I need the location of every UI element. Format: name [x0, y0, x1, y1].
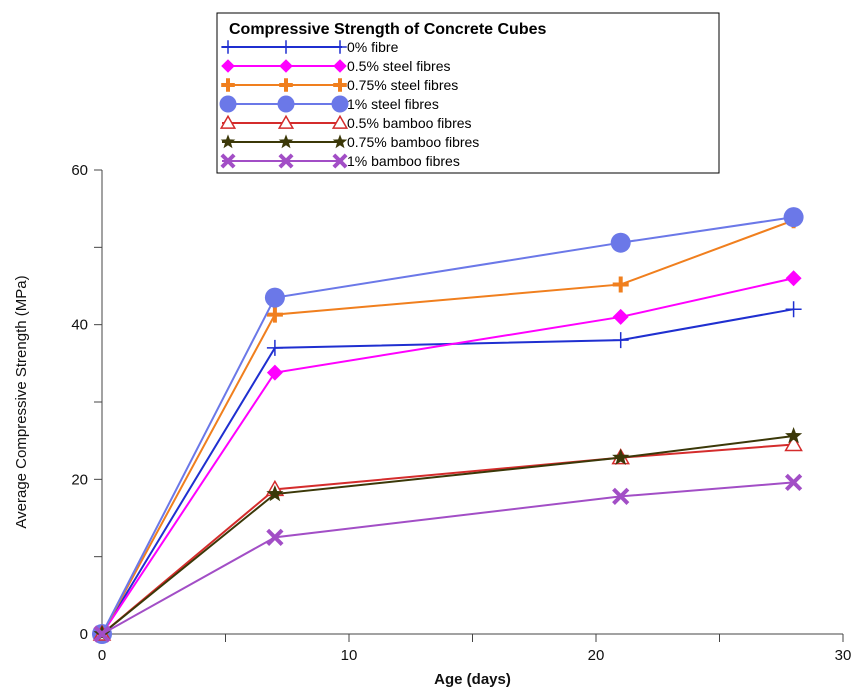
- data-point: [612, 276, 629, 293]
- data-point: [219, 114, 237, 129]
- series: [93, 427, 803, 642]
- series: [92, 435, 803, 641]
- series-layer: [92, 207, 804, 644]
- legend-label: 0.5% steel fibres: [347, 58, 451, 74]
- data-point: [266, 528, 284, 546]
- data-point: [612, 332, 629, 349]
- y-tick-label: 60: [71, 162, 88, 179]
- data-point: [278, 153, 294, 169]
- data-point: [279, 59, 293, 73]
- data-point: [783, 207, 804, 228]
- series-line: [101, 308, 794, 635]
- data-point: [277, 95, 295, 113]
- series-line: [101, 277, 794, 635]
- legend-label: 1% bamboo fibres: [347, 153, 460, 169]
- axes: 0 20 40 60 0 10 20 30: [71, 162, 851, 664]
- series: [94, 212, 802, 642]
- legend-item: 0.75% steel fibres: [221, 77, 458, 93]
- series-line: [101, 219, 794, 635]
- data-point: [333, 78, 347, 92]
- data-point: [266, 364, 283, 381]
- data-point: [219, 95, 237, 113]
- legend-item: 0.5% bamboo fibres: [219, 114, 472, 131]
- data-point: [93, 625, 111, 643]
- series: [93, 473, 803, 643]
- legend-item: 1% bamboo fibres: [220, 153, 460, 169]
- x-tick-label: 0: [98, 647, 106, 664]
- data-point: [221, 78, 235, 92]
- legend-box: [216, 12, 720, 174]
- data-point: [332, 134, 348, 149]
- data-point: [266, 306, 283, 323]
- data-point: [279, 78, 293, 92]
- data-point: [277, 114, 295, 129]
- data-point: [266, 339, 283, 356]
- y-tick-label: 40: [71, 317, 88, 334]
- data-point: [785, 270, 802, 287]
- legend-label: 0.75% steel fibres: [347, 77, 458, 93]
- series-line: [101, 216, 794, 635]
- legend-item: 1% steel fibres: [219, 95, 439, 113]
- y-ticks: 0 20 40 60: [71, 162, 102, 643]
- x-tick-label: 10: [341, 647, 358, 664]
- legend-title: Compressive Strength of Concrete Cubes: [229, 21, 547, 38]
- data-point: [220, 134, 236, 149]
- data-point: [279, 40, 293, 54]
- y-tick-label: 20: [71, 471, 88, 488]
- data-point: [333, 40, 347, 54]
- data-point: [278, 134, 294, 149]
- data-point: [612, 487, 630, 505]
- y-axis-title: Average Compressive Strength (MPa): [13, 275, 30, 528]
- series-line: [101, 435, 794, 635]
- data-point: [610, 232, 631, 253]
- legend-label: 1% steel fibres: [347, 96, 439, 112]
- series: [94, 301, 802, 642]
- data-point: [221, 59, 235, 73]
- legend: Compressive Strength of Concrete Cubes 0…: [216, 12, 720, 174]
- data-point: [331, 114, 349, 129]
- x-tick-label: 20: [588, 647, 605, 664]
- data-point: [785, 427, 803, 444]
- data-point: [264, 287, 285, 308]
- legend-label: 0% fibre: [347, 39, 399, 55]
- x-tick-label: 30: [835, 647, 852, 664]
- series-line: [101, 481, 794, 635]
- data-point: [333, 59, 347, 73]
- data-point: [220, 153, 236, 169]
- legend-label: 0.5% bamboo fibres: [347, 115, 472, 131]
- y-tick-label: 0: [80, 626, 88, 643]
- legend-label: 0.75% bamboo fibres: [347, 134, 479, 150]
- series-line: [101, 443, 794, 635]
- data-point: [784, 435, 803, 452]
- legend-item: 0.75% bamboo fibres: [220, 134, 479, 150]
- x-ticks: 0 10 20 30: [98, 634, 852, 664]
- series: [92, 207, 804, 644]
- x-axis-title: Age (days): [434, 671, 511, 688]
- legend-item: 0% fibre: [221, 39, 399, 55]
- data-point: [784, 473, 803, 492]
- legend-items: 0% fibre 0.5% steel fibres 0.75% steel fib…: [219, 39, 479, 169]
- legend-item: 0.5% steel fibres: [221, 58, 451, 74]
- data-point: [221, 40, 235, 54]
- data-point: [612, 308, 629, 325]
- data-point: [332, 153, 348, 169]
- data-point: [612, 448, 630, 465]
- data-point: [785, 301, 802, 318]
- data-point: [331, 95, 349, 113]
- data-point: [266, 485, 284, 502]
